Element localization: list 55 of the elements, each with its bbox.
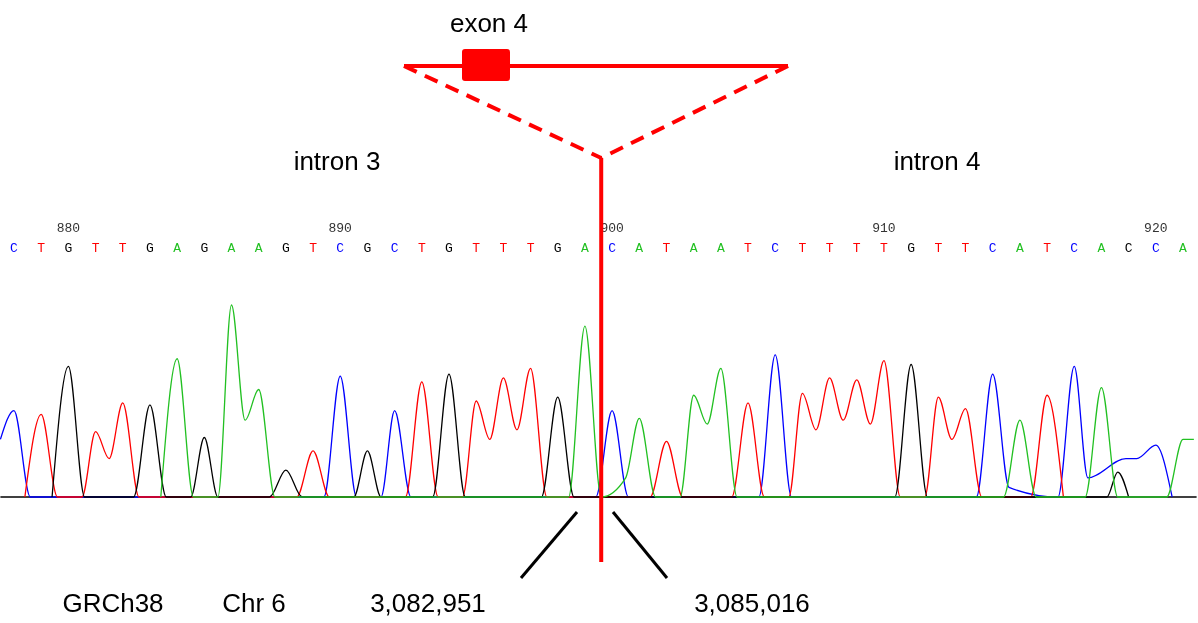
text: Chr 6: [222, 588, 286, 618]
x-tick-label: 920: [1144, 221, 1168, 236]
x-tick-label: 880: [56, 221, 81, 236]
text: A: [689, 241, 698, 256]
text: T: [472, 241, 481, 256]
text: intron 4: [893, 146, 981, 176]
text: T: [526, 241, 535, 256]
text: T: [91, 241, 100, 256]
text: C: [390, 241, 399, 256]
text: C: [608, 241, 617, 256]
text: G: [64, 241, 73, 256]
x-tick-label: 890: [328, 221, 352, 236]
text: T: [852, 241, 861, 256]
text: T: [744, 241, 753, 256]
text: C: [1124, 241, 1133, 256]
text: G: [445, 241, 453, 256]
text: A: [1015, 241, 1024, 256]
text: T: [934, 241, 943, 256]
text: G: [363, 241, 372, 256]
text: T: [499, 241, 508, 256]
text: C: [771, 241, 780, 256]
text: C: [336, 241, 345, 256]
text: T: [118, 241, 127, 256]
text: T: [662, 241, 671, 256]
text: C: [1151, 241, 1160, 256]
text: A: [581, 241, 589, 256]
text: T: [880, 241, 889, 256]
text: T: [825, 241, 834, 256]
text: A: [173, 241, 182, 256]
text: G: [200, 241, 209, 256]
text: GRCh38: [62, 588, 164, 618]
text: C: [988, 241, 997, 256]
text: A: [1179, 241, 1188, 256]
text: A: [227, 241, 236, 256]
text: A: [635, 241, 644, 256]
x-tick-label: 910: [872, 221, 896, 236]
text: G: [146, 241, 154, 256]
text: 3,082,951: [370, 588, 486, 618]
text: G: [553, 241, 562, 256]
text: T: [961, 241, 970, 256]
text: T: [417, 241, 426, 256]
text: T: [37, 241, 46, 256]
text: exon 4: [449, 8, 529, 38]
text: T: [798, 241, 807, 256]
text: A: [1097, 241, 1106, 256]
text: C: [10, 241, 19, 256]
text: 3,085,016: [694, 588, 810, 618]
text: G: [907, 241, 916, 256]
text: A: [716, 241, 725, 256]
text: T: [1043, 241, 1052, 256]
text: intron 3: [293, 146, 381, 176]
text: G: [281, 241, 290, 256]
text: A: [254, 241, 263, 256]
text: C: [1070, 241, 1079, 256]
text: T: [309, 241, 318, 256]
